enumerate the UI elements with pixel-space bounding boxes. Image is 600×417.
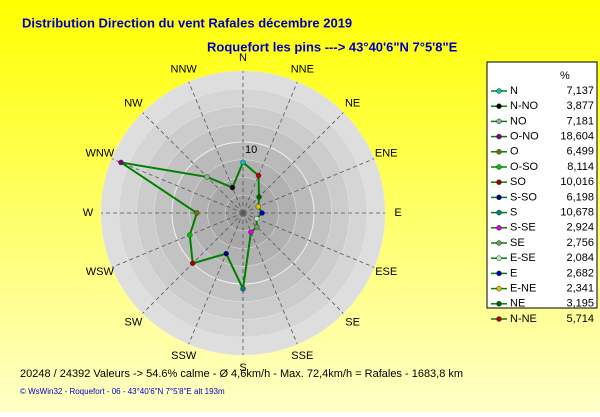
point	[256, 194, 262, 200]
axis-label: NNW	[171, 64, 198, 76]
legend-label: S	[510, 207, 517, 219]
spoke	[242, 212, 298, 345]
legend-marker	[496, 88, 502, 94]
point	[189, 260, 196, 267]
legend-value: 2,084	[566, 252, 594, 264]
axis-label: S	[239, 362, 246, 374]
legend-marker	[496, 285, 502, 292]
axis-label: E	[394, 207, 401, 219]
point	[240, 159, 246, 166]
point	[254, 224, 260, 230]
legend-label: S-SE	[510, 222, 536, 234]
point	[240, 286, 246, 292]
axis-label: W	[83, 207, 94, 219]
legend-label: S-SO	[510, 191, 537, 203]
legend-value: 2,924	[566, 222, 594, 234]
legend-label: O-SO	[510, 161, 539, 173]
legend-value: 6,499	[566, 146, 594, 158]
legend-label: N-NE	[510, 313, 537, 325]
legend-value: 2,756	[566, 237, 594, 249]
legend-value: 7,137	[566, 85, 594, 97]
legend-label: SO	[510, 176, 526, 188]
axis-label: ESE	[375, 266, 397, 278]
legend-marker	[496, 118, 502, 125]
point	[223, 250, 229, 257]
axis-label: WNW	[85, 148, 114, 160]
legend-label: N	[510, 85, 518, 97]
legend-value: 10,678	[560, 207, 594, 219]
axis-label: SSE	[291, 350, 313, 362]
legend-value: 3,195	[566, 298, 594, 310]
spoke	[242, 212, 375, 268]
legend-marker	[496, 301, 502, 307]
spoke	[242, 158, 375, 214]
legend-value: 2,341	[566, 283, 594, 295]
point	[204, 174, 210, 180]
axis-label: WSW	[86, 266, 115, 278]
chart-title: Distribution Direction du vent Rafales d…	[22, 15, 352, 30]
spoke	[111, 158, 244, 214]
spoke	[188, 81, 244, 214]
legend-marker	[496, 179, 502, 185]
legend-label: N-NO	[510, 100, 539, 112]
point	[253, 215, 260, 222]
legend-label: E-NE	[510, 283, 536, 295]
axis-label: SW	[125, 317, 143, 329]
credit: © WsWin32 - Roquefort - 06 - 43°40'6"N 7…	[20, 387, 225, 396]
axis-label: N	[239, 52, 247, 64]
legend-label: SE	[510, 237, 525, 249]
point	[229, 184, 236, 191]
legend-value: 7,181	[566, 115, 594, 127]
spoke	[188, 212, 244, 345]
footer: 20248 / 24392 Valeurs -> 54.6% calme - Ø…	[20, 368, 463, 380]
r-tick-label: 10	[245, 144, 257, 156]
spoke	[242, 81, 298, 214]
legend-marker	[496, 209, 502, 216]
legend-label: O	[510, 146, 519, 158]
legend-value: 3,877	[566, 100, 594, 112]
axis-label: SE	[345, 317, 360, 329]
chart-subtitle: Roquefort les pins ---> 43°40'6"N 7°5'8"…	[207, 39, 458, 54]
point	[118, 159, 124, 166]
legend-label: E	[510, 267, 517, 279]
point	[255, 172, 262, 179]
axis-label: NW	[124, 97, 143, 109]
axis-label: NE	[345, 97, 360, 109]
legend-label: E-SE	[510, 252, 536, 264]
legend-marker	[496, 103, 502, 109]
axis-label: NNE	[291, 64, 314, 76]
spoke	[142, 112, 244, 214]
axis-label: SSW	[171, 350, 197, 362]
legend-marker	[496, 194, 502, 201]
legend-marker	[496, 240, 502, 246]
legend-marker	[496, 316, 502, 322]
legend-value: 6,198	[566, 191, 594, 203]
legend-marker	[496, 133, 502, 140]
legend-title: %	[560, 70, 570, 82]
point	[248, 229, 254, 235]
spoke	[242, 212, 344, 314]
point	[259, 210, 265, 216]
legend-marker	[496, 225, 502, 231]
legend-label: O-NO	[510, 131, 539, 143]
axis-label: ENE	[375, 148, 398, 160]
point	[194, 210, 200, 216]
legend-value: 18,604	[560, 131, 594, 143]
legend-label: NO	[510, 115, 527, 127]
legend-marker	[496, 270, 502, 277]
legend-box	[486, 61, 598, 309]
legend-marker	[496, 255, 502, 261]
legend-label: NE	[510, 298, 525, 310]
point	[187, 232, 193, 238]
legend-value: 8,114	[567, 161, 594, 173]
legend-value: 5,714	[566, 313, 594, 325]
legend-marker	[496, 149, 502, 155]
legend-value: 10,016	[560, 176, 594, 188]
spoke	[111, 212, 244, 268]
legend-marker	[496, 164, 502, 170]
point	[255, 203, 262, 210]
legend-value: 2,682	[566, 267, 594, 279]
